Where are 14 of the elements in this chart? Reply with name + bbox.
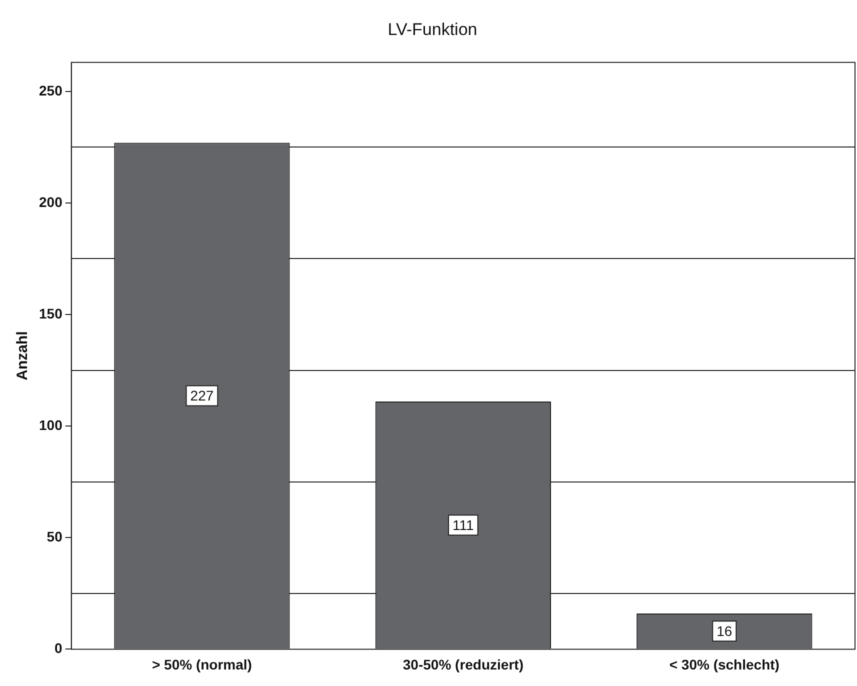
x-tick-label: < 30% (schlecht) (669, 656, 780, 672)
y-tick-label: 150 (39, 305, 63, 322)
y-tick-label: 0 (54, 640, 63, 656)
x-tick-label: > 50% (normal) (152, 656, 252, 672)
x-tick-label: 30-50% (reduziert) (402, 656, 524, 672)
y-tick-label: 100 (39, 416, 63, 433)
y-axis-title: Anzahl (14, 331, 32, 380)
y-tick-label: 250 (39, 82, 63, 98)
chart-title: LV-Funktion (388, 20, 478, 39)
data-label: 111 (452, 516, 474, 533)
data-label: 16 (716, 622, 732, 639)
y-tick-label: 200 (39, 194, 63, 210)
data-label: 227 (190, 388, 214, 404)
y-tick-label: 50 (46, 528, 63, 544)
